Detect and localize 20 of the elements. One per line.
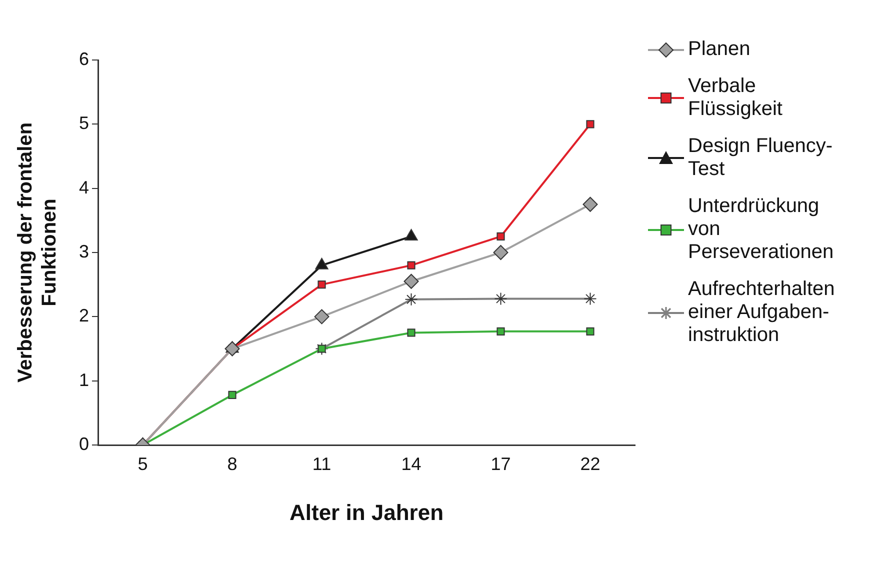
x-axis-title: Alter in Jahren xyxy=(289,500,444,525)
x-tick-label: 22 xyxy=(580,454,600,474)
x-tick-label: 17 xyxy=(490,454,511,474)
y-tick-label: 3 xyxy=(78,241,90,262)
legend-label: Aufrechterhalten einer Aufgaben-instruktion xyxy=(688,278,836,347)
y-tick-label: 1 xyxy=(78,370,90,390)
x-tick-label: 5 xyxy=(138,454,148,474)
x-tick-label: 11 xyxy=(312,454,332,474)
legend-label: Planen xyxy=(688,38,752,61)
legend-label: Unterdrückung von Perseverationen xyxy=(688,195,835,264)
y-tick-label: 2 xyxy=(78,306,90,326)
y-tick-label: 4 xyxy=(78,177,90,198)
legend-label: Design Fluency-Test xyxy=(688,135,834,181)
x-tick-label: 14 xyxy=(401,454,422,474)
x-tick-label: 8 xyxy=(227,454,238,474)
y-tick-label: 6 xyxy=(78,48,90,69)
legend-label: Verbale Flüssigkeit xyxy=(688,75,784,121)
y-axis-title: Verbesserung der frontalen Funktionen xyxy=(14,122,61,383)
y-tick-label: 0 xyxy=(78,434,90,454)
y-tick-label: 5 xyxy=(78,113,90,134)
